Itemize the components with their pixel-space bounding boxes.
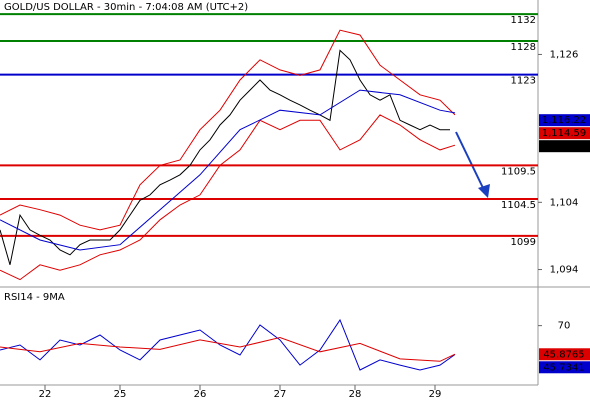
last-value-box	[539, 361, 590, 374]
last-value-label: 45.7341	[543, 362, 584, 373]
last-value-label: 45.8765	[543, 349, 584, 360]
level-label: 1104.5	[501, 200, 536, 211]
last-value-box	[539, 348, 590, 361]
level-label: 1132	[511, 15, 536, 26]
level-label: 1099	[511, 237, 536, 248]
level-label: 1109.5	[501, 166, 536, 177]
last-value-box	[539, 114, 590, 127]
series-line	[0, 89, 456, 251]
x-tick-label: 27	[274, 389, 287, 400]
last-value-label: 1,114.18	[542, 141, 587, 152]
x-tick-label: 29	[429, 389, 442, 400]
series-line	[0, 49, 450, 265]
y-tick-label: 1,094	[550, 265, 579, 276]
level-label: 1123	[511, 76, 536, 87]
level-label: 1128	[511, 42, 536, 53]
arrow-shaft	[455, 131, 485, 191]
arrow-head	[478, 184, 490, 198]
series-line	[0, 336, 456, 362]
x-tick-label: 25	[114, 389, 127, 400]
panel-title: RSI14 - 9MA	[4, 292, 65, 303]
y-tick-label: 1,126	[550, 49, 579, 60]
last-value-box	[539, 127, 590, 140]
last-value-label: 1,116.22	[542, 115, 587, 126]
chart-title: GOLD/US DOLLAR - 30min - 7:04:08 AM (UTC…	[4, 2, 248, 13]
y-tick-label: 1,104	[550, 197, 579, 208]
series-line	[0, 29, 456, 231]
last-value-label: 1,114.59	[542, 128, 587, 139]
last-value-box	[539, 140, 590, 153]
series-line	[0, 114, 456, 281]
arrow	[455, 131, 490, 198]
y-tick-label: 70	[558, 321, 571, 332]
x-tick-label: 22	[39, 389, 52, 400]
x-tick-label: 28	[349, 389, 362, 400]
x-tick-label: 26	[194, 389, 207, 400]
